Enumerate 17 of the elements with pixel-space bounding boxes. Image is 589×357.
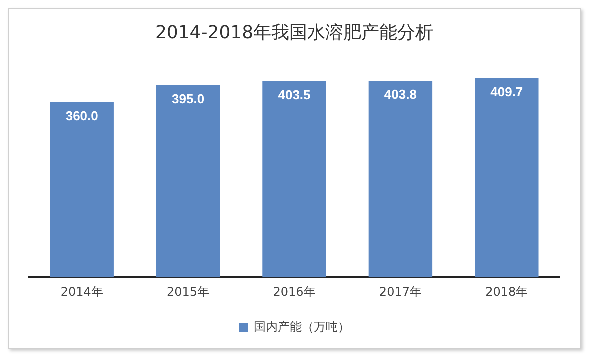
data-label: 360.0 [66, 108, 98, 124]
legend-label: 国内产能（万吨） [254, 320, 350, 334]
data-label: 409.7 [490, 84, 524, 100]
x-tick-label: 2014年 [60, 284, 104, 299]
x-tick-label: 2018年 [486, 284, 528, 299]
bar [368, 81, 433, 278]
data-label: 403.8 [384, 87, 417, 102]
data-label: 395.0 [172, 91, 205, 106]
chart-title: 2014-2018年我国水溶肥产能分析 [155, 22, 434, 44]
x-tick-label: 2017年 [379, 284, 422, 299]
bar [156, 85, 220, 278]
bar [262, 81, 326, 278]
bar [50, 102, 114, 278]
bar [475, 78, 539, 278]
x-tick-label: 2015年 [167, 284, 210, 299]
x-tick-label: 2016年 [273, 284, 316, 299]
data-label: 403.5 [278, 87, 311, 102]
